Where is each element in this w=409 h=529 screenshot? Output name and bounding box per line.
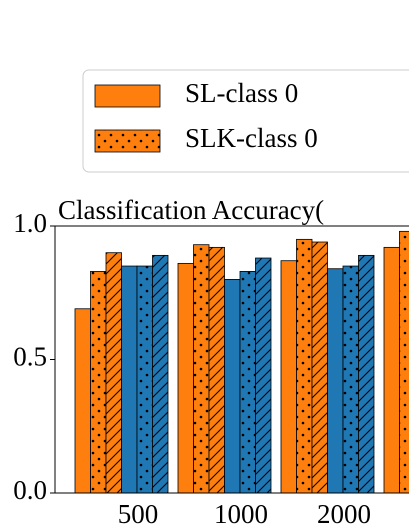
x-tick-label: 500: [118, 499, 159, 529]
bar-hatch: [240, 271, 256, 493]
legend-swatch-hatch: [95, 130, 160, 152]
bar-hatch: [358, 255, 374, 493]
bar-hatch: [343, 266, 359, 493]
bar: [74, 308, 91, 494]
y-tick-label: 0.5: [13, 342, 47, 372]
bar-hatch: [106, 252, 122, 493]
x-tick-label: 2000: [317, 499, 371, 529]
legend-swatch: [94, 84, 161, 108]
bar-hatch: [399, 231, 409, 493]
bar-hatch: [312, 242, 328, 493]
bar-hatch: [137, 266, 153, 493]
bar: [177, 262, 194, 494]
chart-title: Classification Accuracy(: [58, 195, 324, 225]
bar-hatch: [255, 258, 271, 493]
bar-hatch: [193, 244, 209, 493]
bar: [121, 265, 138, 494]
bar: [383, 246, 400, 494]
x-tick-label: 1000: [214, 499, 268, 529]
bar: [280, 260, 297, 494]
bar: [327, 268, 344, 494]
bar-hatch: [209, 247, 225, 493]
bar-hatch: [296, 239, 312, 493]
legend-box: [82, 69, 409, 173]
y-tick-label: 0.0: [13, 475, 47, 505]
bar-hatch: [152, 255, 168, 493]
legend-label: SLK-class 0: [185, 123, 318, 153]
legend-label: SL-class 0: [185, 78, 298, 108]
bar: [224, 278, 241, 494]
y-tick-label: 1.0: [13, 208, 47, 238]
bar-hatch: [90, 271, 106, 493]
